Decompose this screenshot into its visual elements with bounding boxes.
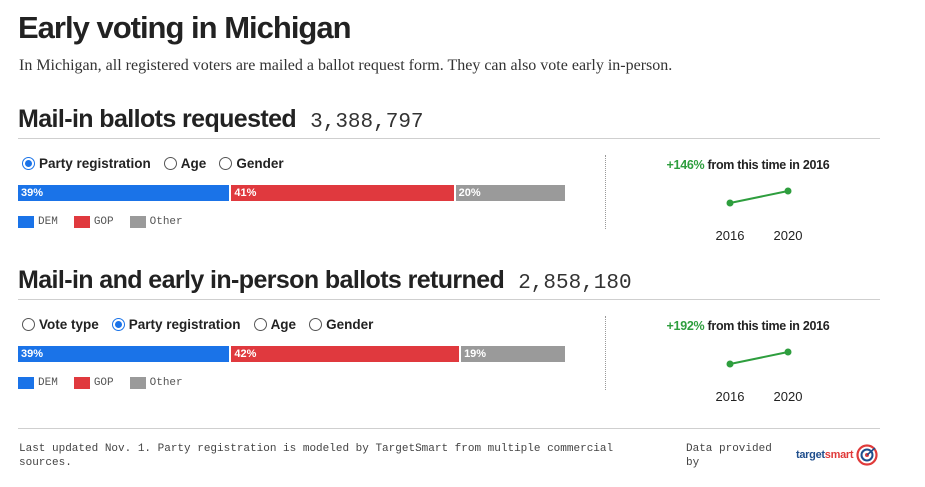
legend-item: DEM bbox=[18, 377, 58, 389]
bar-segment-other: 20% bbox=[455, 185, 565, 201]
section-divider bbox=[605, 155, 606, 229]
legend-item: Other bbox=[129, 216, 183, 228]
section-requested: Mail-in ballots requested 3,388,797 Party… bbox=[18, 103, 880, 243]
legend-swatch bbox=[18, 377, 34, 389]
legend-swatch bbox=[73, 377, 90, 389]
section-returned: Mail-in and early in-person ballots retu… bbox=[18, 264, 880, 404]
bar-segment-gop: 41% bbox=[231, 185, 456, 201]
targetsmart-logo[interactable]: targetsmart bbox=[796, 444, 878, 466]
trend-point-2020 bbox=[784, 348, 792, 356]
radio-button[interactable] bbox=[111, 318, 125, 331]
trend-point-2016 bbox=[726, 360, 734, 368]
party-bar: 39% 41% 20% bbox=[18, 185, 565, 201]
legend-swatch bbox=[18, 216, 34, 228]
section-title: Mail-in and early in-person ballots retu… bbox=[18, 266, 632, 295]
bar-segment-other: 19% bbox=[461, 346, 565, 362]
section-header: Mail-in and early in-person ballots retu… bbox=[18, 264, 880, 300]
radio-button[interactable] bbox=[309, 318, 323, 331]
section-total: 3,388,797 bbox=[310, 111, 424, 134]
legend-item: GOP bbox=[73, 377, 114, 389]
trend-sparkline: 2016 2020 bbox=[716, 187, 803, 243]
legend: DEM GOP Other bbox=[18, 377, 183, 389]
page-subtitle: In Michigan, all registered voters are m… bbox=[19, 57, 673, 74]
trend-line bbox=[729, 351, 789, 365]
bar-segment-gop: 42% bbox=[231, 346, 462, 362]
trend-line bbox=[729, 190, 789, 204]
trend-point-2016 bbox=[726, 199, 734, 207]
trend-percent: +192% bbox=[666, 319, 705, 333]
section-header: Mail-in ballots requested 3,388,797 bbox=[18, 103, 880, 139]
legend-label: DEM bbox=[38, 377, 58, 389]
page-title: Early voting in Michigan bbox=[18, 10, 352, 45]
legend-swatch bbox=[129, 377, 146, 389]
trend-text: from this time in 2016 bbox=[707, 158, 830, 172]
trend-year-label: 2020 bbox=[774, 228, 803, 243]
logo-wordmark: targetsmart bbox=[796, 449, 854, 461]
section-total: 2,858,180 bbox=[518, 272, 632, 295]
radio-option[interactable]: Age bbox=[253, 317, 297, 332]
trend-heading: +192% from this time in 2016 bbox=[618, 319, 878, 333]
legend-item: GOP bbox=[73, 216, 114, 228]
legend-label: GOP bbox=[93, 377, 114, 389]
bar-segment-dem: 39% bbox=[18, 185, 232, 201]
radio-label: Party registration bbox=[128, 317, 241, 332]
legend: DEM GOP Other bbox=[18, 216, 183, 228]
radio-button[interactable] bbox=[253, 318, 267, 331]
trend-text: from this time in 2016 bbox=[707, 319, 830, 333]
radio-button[interactable] bbox=[163, 157, 177, 170]
radio-label: Gender bbox=[326, 317, 374, 332]
bar-segment-dem: 39% bbox=[18, 346, 232, 362]
trend-year-label: 2016 bbox=[716, 228, 745, 243]
trend-year-label: 2020 bbox=[774, 389, 803, 404]
trend-sparkline: 2016 2020 bbox=[716, 348, 803, 404]
radio-option[interactable]: Age bbox=[163, 156, 207, 171]
radio-option[interactable]: Gender bbox=[309, 317, 373, 332]
trend-panel: +146% from this time in 2016 2016 2020 bbox=[618, 158, 878, 248]
legend-swatch bbox=[73, 216, 90, 228]
radio-label: Party registration bbox=[39, 156, 151, 171]
legend-item: Other bbox=[129, 377, 183, 389]
footer-note: Last updated Nov. 1. Party registration … bbox=[19, 443, 614, 469]
radio-option[interactable]: Vote type bbox=[22, 317, 99, 332]
radio-option[interactable]: Party registration bbox=[111, 317, 241, 332]
footer: Last updated Nov. 1. Party registration … bbox=[18, 428, 880, 469]
trend-year-label: 2016 bbox=[716, 389, 745, 404]
radio-label: Vote type bbox=[39, 317, 99, 332]
radio-button[interactable] bbox=[219, 157, 233, 170]
trend-panel: +192% from this time in 2016 2016 2020 bbox=[618, 319, 878, 409]
legend-label: GOP bbox=[93, 216, 114, 228]
radio-label: Gender bbox=[236, 156, 284, 171]
section-title: Mail-in ballots requested 3,388,797 bbox=[18, 105, 424, 134]
radio-option[interactable]: Gender bbox=[219, 156, 284, 171]
trend-heading: +146% from this time in 2016 bbox=[618, 158, 878, 172]
radio-button[interactable] bbox=[22, 157, 35, 170]
legend-label: DEM bbox=[38, 216, 58, 228]
radio-option[interactable]: Party registration bbox=[22, 156, 151, 171]
legend-label: Other bbox=[149, 216, 183, 228]
legend-label: Other bbox=[149, 377, 183, 389]
section-divider bbox=[605, 316, 606, 390]
target-icon bbox=[856, 444, 878, 466]
radio-button[interactable] bbox=[22, 318, 35, 331]
radio-label: Age bbox=[270, 317, 297, 332]
trend-percent: +146% bbox=[666, 158, 705, 172]
legend-swatch bbox=[129, 216, 146, 228]
radio-label: Age bbox=[180, 156, 207, 171]
legend-item: DEM bbox=[18, 216, 58, 228]
breakdown-options: Party registration Age Gender bbox=[22, 156, 284, 171]
data-provider-label: Data provided by bbox=[686, 443, 772, 469]
breakdown-options: Vote type Party registration Age Gender bbox=[22, 317, 373, 332]
party-bar: 39% 42% 19% bbox=[18, 346, 565, 362]
trend-point-2020 bbox=[784, 187, 792, 195]
